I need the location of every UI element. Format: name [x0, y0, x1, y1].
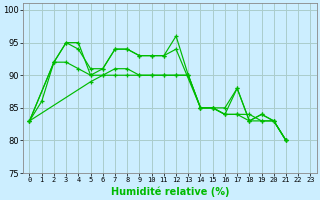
X-axis label: Humidité relative (%): Humidité relative (%): [111, 186, 229, 197]
